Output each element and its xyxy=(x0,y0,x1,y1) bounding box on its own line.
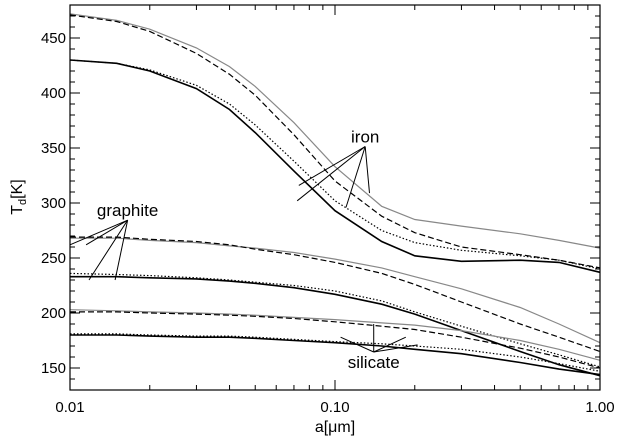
y-tick-label: 350 xyxy=(41,140,66,157)
y-tick-label: 300 xyxy=(41,195,66,212)
iron-pointer-line xyxy=(298,146,366,186)
iron-curve-3 xyxy=(69,59,601,270)
y-axis-label-unit: [K] xyxy=(9,179,26,199)
x-tick-label: 0.10 xyxy=(320,399,349,416)
annotation-pointers xyxy=(69,146,418,353)
silicate-pointer-line xyxy=(373,336,407,353)
iron-curve-1 xyxy=(69,13,601,249)
iron-label: iron xyxy=(351,128,379,147)
axis-ticks xyxy=(69,5,601,390)
x-tick-label: 0.01 xyxy=(55,399,84,416)
silicate-label: silicate xyxy=(348,353,400,372)
graphite-curve-1 xyxy=(70,237,601,344)
series-layer xyxy=(69,13,601,377)
iron-pointer-line xyxy=(345,146,366,208)
graphite-label: graphite xyxy=(97,201,158,220)
tick-labels: 0.01 0.10 1.00 150 200 250 300 350 400 450 xyxy=(41,30,615,416)
y-tick-label: 200 xyxy=(41,305,66,322)
plot-frame xyxy=(69,4,601,391)
graphite-curve-2 xyxy=(70,236,601,353)
silicate-curve-4 xyxy=(70,334,601,376)
silicate-pointer-line xyxy=(340,336,374,353)
silicate-curve-3 xyxy=(70,333,601,372)
y-axis-label-main: T xyxy=(9,205,26,215)
y-tick-label: 400 xyxy=(41,85,66,102)
x-tick-label: 1.00 xyxy=(585,399,614,416)
y-tick-label: 250 xyxy=(41,250,66,267)
x-axis-label: a[μm] xyxy=(315,419,355,436)
graphite-curve-4 xyxy=(70,275,601,377)
silicate-curve-2 xyxy=(70,311,601,369)
y-axis-label-sub: d xyxy=(17,199,29,205)
graphite-pointer-line xyxy=(114,220,129,281)
iron-curve-4 xyxy=(69,59,601,274)
y-axis-label: Td[K] xyxy=(9,179,29,214)
graphite-pointer-line xyxy=(85,219,128,246)
iron-pointer-line xyxy=(296,146,366,202)
graphite-pointer-line xyxy=(88,219,129,281)
annotations: iron graphite silicate xyxy=(97,128,400,373)
silicate-pointer-line xyxy=(373,344,418,353)
iron-pointer-line xyxy=(364,146,370,194)
y-tick-label: 450 xyxy=(41,30,66,47)
iron-curve-2 xyxy=(69,14,601,269)
graphite-pointer-line xyxy=(69,219,128,246)
silicate-curve-1 xyxy=(69,309,601,361)
y-tick-label: 150 xyxy=(41,360,66,377)
graphite-curve-3 xyxy=(69,272,601,368)
